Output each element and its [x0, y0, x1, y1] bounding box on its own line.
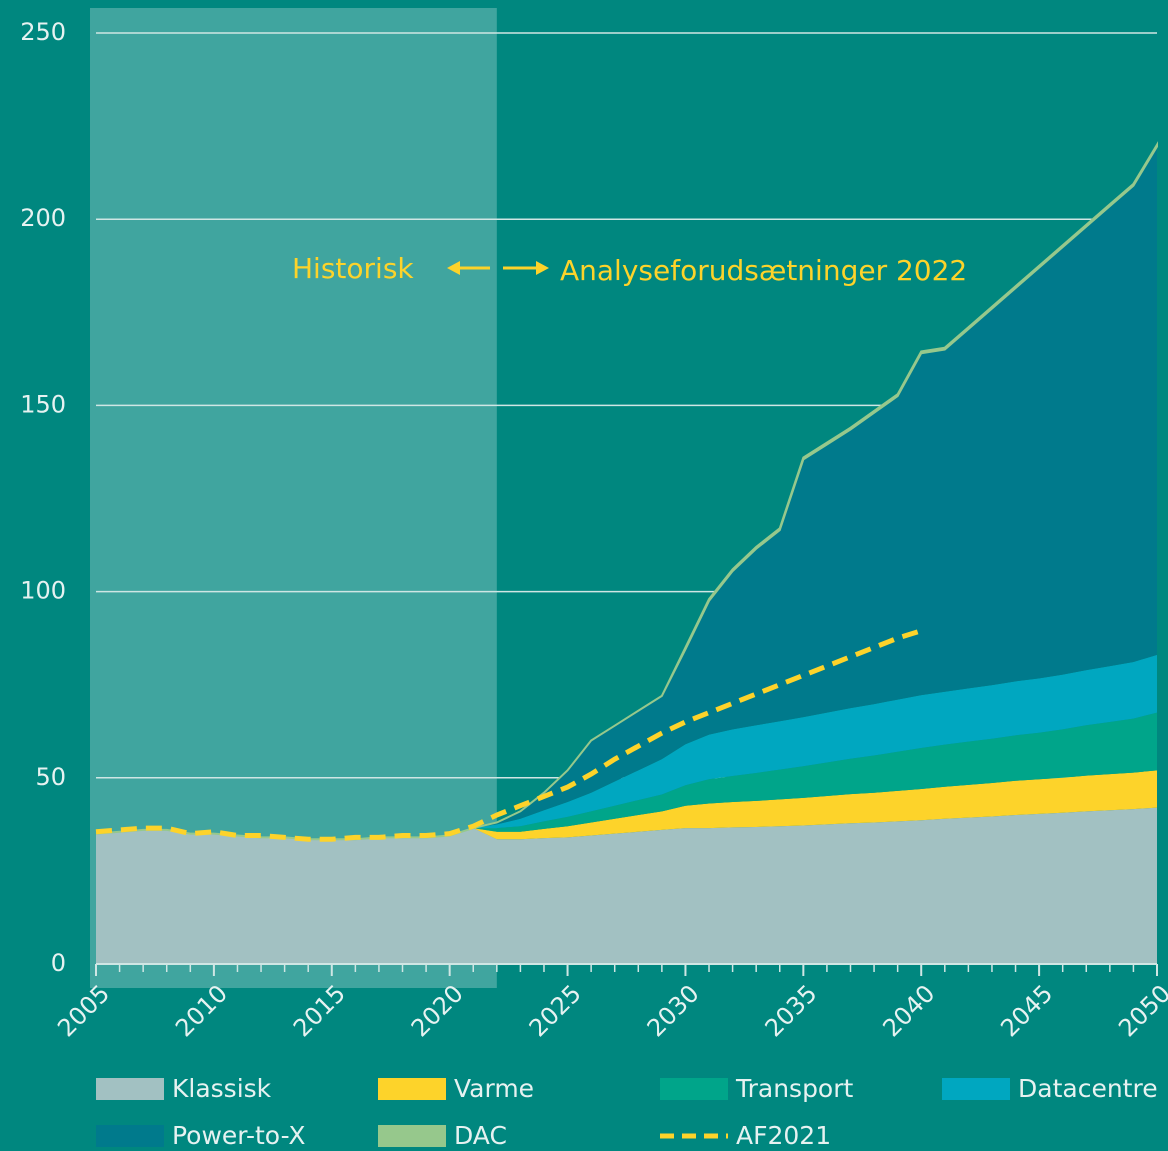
area — [96, 807, 1157, 964]
legend-label: Klassisk — [172, 1074, 272, 1103]
x-tick-label: 2010 — [170, 979, 233, 1042]
legend-label: Varme — [454, 1074, 534, 1103]
arrow-head — [447, 261, 460, 275]
area — [96, 770, 1157, 840]
arrow-head — [536, 261, 549, 275]
x-tick-label: 2035 — [760, 979, 823, 1042]
y-tick-label: 150 — [20, 390, 66, 418]
y-tick-label: 100 — [20, 577, 66, 605]
x-tick-label: 2040 — [877, 979, 940, 1042]
area — [96, 146, 1157, 840]
x-tick-label: 2030 — [642, 979, 705, 1042]
legend-swatch — [378, 1078, 446, 1100]
x-tick-label: 2015 — [288, 979, 351, 1042]
line — [95, 628, 922, 842]
y-tick-label: 50 — [35, 763, 66, 791]
annotation: Analyseforudsætninger 2022 — [560, 254, 967, 287]
legend-label: Power-to-X — [172, 1121, 305, 1150]
legend-label: DAC — [454, 1121, 507, 1150]
historic-shade — [90, 8, 497, 988]
legend-swatch — [942, 1078, 1010, 1100]
legend-label: Datacentre — [1018, 1074, 1158, 1103]
legend-swatch — [96, 1125, 164, 1147]
x-tick-label: 2025 — [524, 979, 587, 1042]
legend-swatch — [96, 1078, 164, 1100]
x-tick-label: 2045 — [995, 979, 1058, 1042]
x-tick-label: 2005 — [52, 979, 115, 1042]
x-tick-label: 2050 — [1113, 979, 1168, 1042]
area — [96, 654, 1157, 840]
y-tick-label: 250 — [20, 18, 66, 46]
x-tick-label: 2020 — [406, 979, 469, 1042]
arrows — [447, 261, 549, 275]
y-tick-label: 0 — [51, 949, 66, 977]
y-tick-label: 200 — [20, 204, 66, 232]
legend-swatch — [660, 1078, 728, 1100]
legend-label: Transport — [735, 1074, 854, 1103]
legend-label: AF2021 — [736, 1121, 831, 1150]
area — [96, 712, 1157, 840]
annotation: Historisk — [292, 252, 414, 285]
legend-swatch — [378, 1125, 446, 1147]
